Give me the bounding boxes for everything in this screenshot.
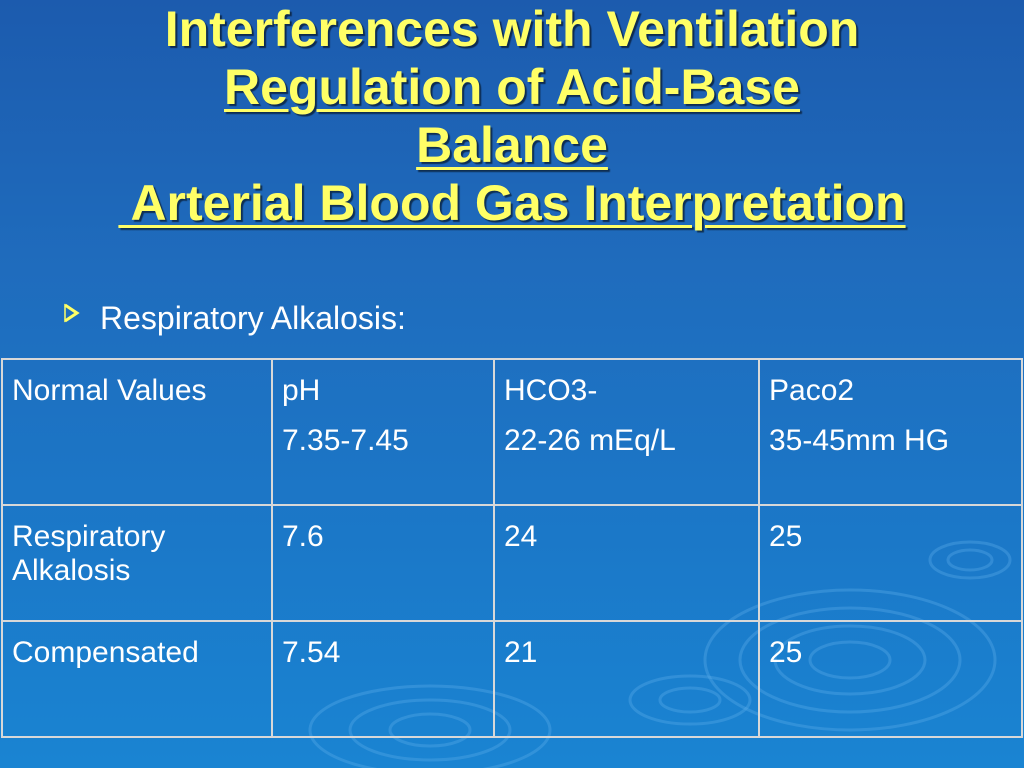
bullet-item: Respiratory Alkalosis: [62,298,406,338]
title-line-1: Interferences with Ventilation [164,1,860,57]
cell-text: 24 [504,520,538,553]
cell-text: Paco2 [769,374,855,407]
cell-text: pH [282,374,321,407]
bullet-text: Respiratory Alkalosis: [100,300,406,336]
cell-text: 22-26 mEq/L [504,424,676,457]
table-cell: 25 [758,620,1023,738]
title-line-3: Balance [416,117,608,173]
cell-text: 7.6 [282,520,324,553]
table-cell: HCO3- 22-26 mEq/L [493,358,760,506]
arrow-bullet-icon [62,298,82,338]
abg-values-table: Normal Values pH 7.35-7.45 HCO3- 22-26 mEq/L… [1,358,1023,738]
title-line-2: Regulation of Acid-Base [224,59,800,115]
cell-text: HCO3- [504,374,598,407]
table-cell: 24 [493,504,760,622]
cell-text: 7.54 [282,636,341,669]
cell-text: 7.35-7.45 [282,424,409,457]
table-cell: 25 [758,504,1023,622]
table-cell: Paco2 35-45mm HG [758,358,1023,506]
cell-text: 25 [769,636,803,669]
respiratory-alkalosis-row: Respiratory Alkalosis 7.6 24 25 [1,504,1023,622]
table-cell: 21 [493,620,760,738]
compensated-row: Compensated 7.54 21 25 [1,620,1023,738]
cell-text: 35-45mm HG [769,424,950,457]
slide-title: Interferences with Ventilation Regulatio… [0,0,1024,232]
table-cell: 7.6 [271,504,495,622]
table-cell: Respiratory Alkalosis [1,504,273,622]
cell-text: 21 [504,636,538,669]
cell-text: Compensated [12,636,199,669]
cell-text: Respiratory Alkalosis [12,520,166,587]
title-line-4: Arterial Blood Gas Interpretation [118,175,906,231]
table-cell: 7.54 [271,620,495,738]
cell-text: Normal Values [12,374,207,407]
table-cell: Compensated [1,620,273,738]
cell-text: 25 [769,520,803,553]
table-cell: Normal Values [1,358,273,506]
table-cell: pH 7.35-7.45 [271,358,495,506]
normal-values-row: Normal Values pH 7.35-7.45 HCO3- 22-26 mEq/L… [1,358,1023,506]
